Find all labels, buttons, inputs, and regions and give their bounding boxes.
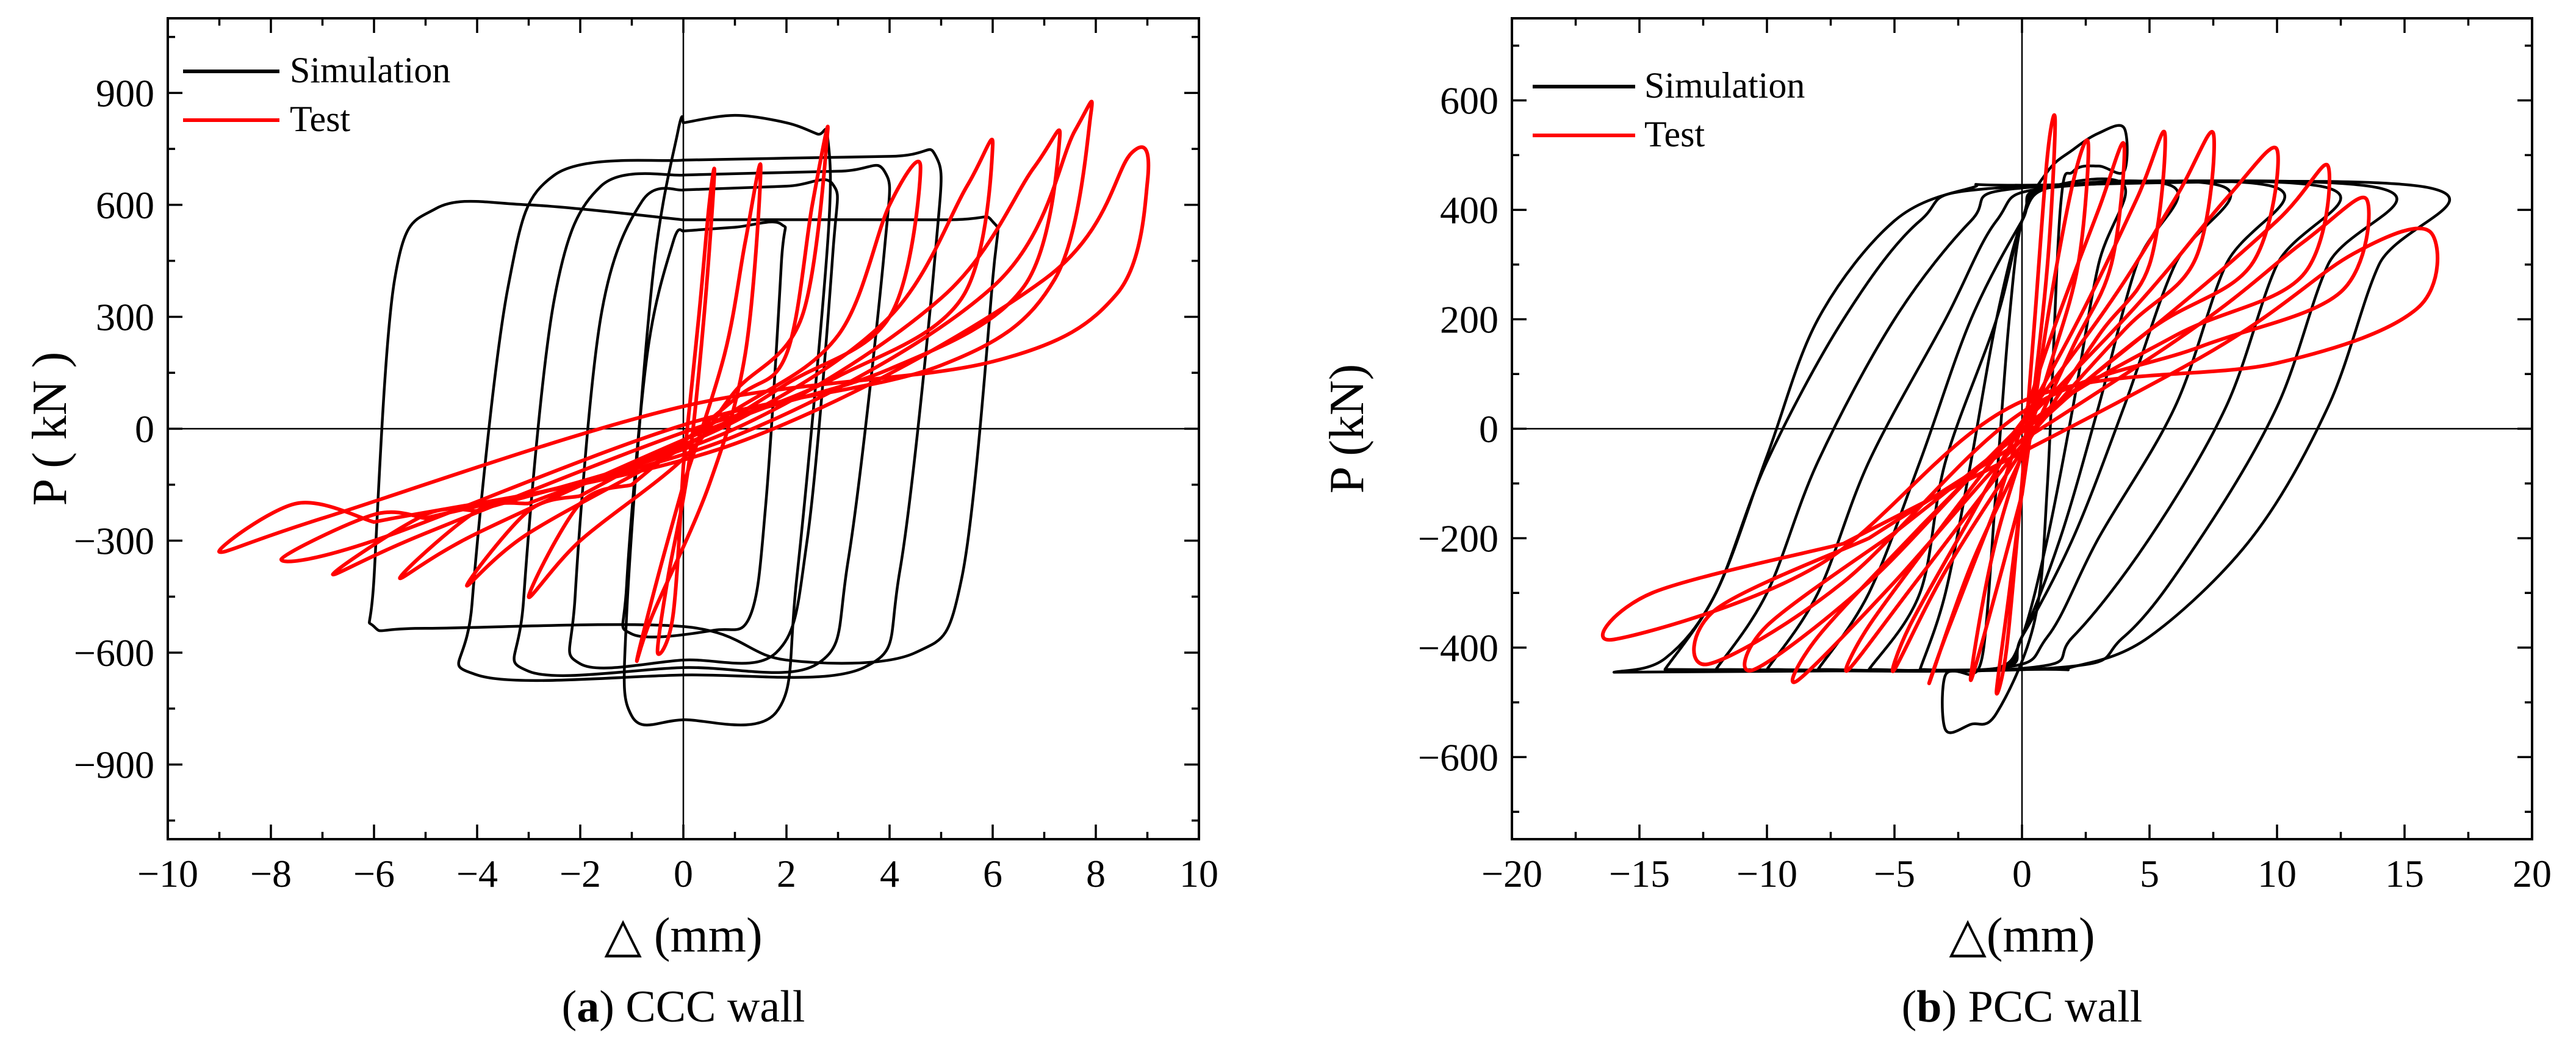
panel-a-ytick-label: 900 [96, 71, 154, 115]
panel-a-simulation-loop-4 [457, 148, 943, 682]
panel-b-caption-name: PCC wall [1968, 982, 2143, 1032]
panel-b-test-loop-4 [1890, 129, 2167, 673]
panel-b-xtick-label: −15 [1609, 852, 1670, 895]
panel-a-legend-label-simulation: Simulation [290, 50, 450, 90]
panel-b-ytick-label: −200 [1418, 517, 1498, 560]
panel-a-xtick-label: 10 [1179, 852, 1218, 895]
panel-a-ytick-label: −600 [74, 631, 154, 675]
panel-b-xtick-label: 20 [2513, 852, 2552, 895]
panel-a-ytick-label: 300 [96, 295, 154, 338]
panel-b-legend: Simulation Test [1533, 65, 1805, 154]
panel-a-ylabel: P ( kN ) [23, 352, 77, 506]
panel-a-caption-name: CCC wall [625, 982, 805, 1032]
panel-b-caption-tag: b [1916, 982, 1941, 1032]
panel-b-xtick-label: −20 [1481, 852, 1542, 895]
panel-a-test-loop-2 [635, 162, 763, 664]
panel-b-ytick-label: 600 [1440, 79, 1498, 123]
panel-a-legend-label-test: Test [290, 99, 350, 139]
panel-b-ylabel: P (kN) [1320, 364, 1374, 494]
panel-b-xtick-label: −5 [1874, 852, 1915, 895]
panel-a-ytick-label: −300 [74, 520, 154, 563]
panel-a-xtick-label: 8 [1086, 852, 1106, 895]
panel-a-test-loop-4 [465, 159, 923, 588]
panel-b-xtick-label: 15 [2385, 852, 2424, 895]
panel-a-test-loop-3 [527, 124, 830, 600]
panel-a-ytick-label: −900 [74, 743, 154, 787]
panel-b-xtick-label: 0 [2012, 852, 2032, 895]
panel-a-xtick-label: −4 [456, 852, 498, 895]
panel-a-xtick-label: −2 [559, 852, 601, 895]
panel-b-test-loop-1 [1995, 113, 2057, 696]
panel-a: −10 −8 −6 −4 −2 0 2 4 6 8 10 −900 −600 −300 0 300 600 900… [23, 17, 1218, 1032]
panel-b-ytick-label: 200 [1440, 298, 1498, 342]
panel-a-simulation-loop-1 [621, 220, 787, 639]
panel-a-plot [168, 18, 1199, 839]
panel-a-caption-tag: a [577, 982, 599, 1032]
panel-b-legend-label-simulation: Simulation [1644, 65, 1805, 106]
panel-b-xtick-label: 10 [2258, 852, 2297, 895]
panel-a-xtick-label: 2 [777, 852, 796, 895]
panel-b-legend-label-test: Test [1644, 114, 1705, 154]
panel-b-test-loop-9 [1600, 226, 2439, 642]
panel-a-xtick-label: −10 [137, 852, 198, 895]
panel-b-test-loop-8 [1692, 195, 2371, 667]
panel-b-series-simulation [1612, 124, 2451, 734]
panel-a-series-test [217, 99, 1151, 664]
panel-b-ytick-label: 0 [1479, 407, 1498, 451]
panel-b-test-loop-2 [1968, 138, 2090, 682]
panel-b-xtick-label: −10 [1736, 852, 1797, 895]
panel-b-series [1600, 113, 2451, 734]
panel-b-ytick-label: −600 [1418, 736, 1498, 779]
panel-b-ytick-label: 400 [1440, 188, 1498, 232]
panel-b-xlabel: △(mm) [1949, 909, 2095, 962]
panel-b-simulation-loop-8 [1941, 124, 2129, 734]
panel-b-xtick-label: 5 [2140, 852, 2159, 895]
panel-a-ytick-label: 0 [135, 407, 154, 451]
panel-b-test-loop-5 [1844, 130, 2216, 673]
panel-a-xtick-label: 6 [983, 852, 1002, 895]
panel-b-caption: (b) PCC wall [1902, 982, 2143, 1032]
panel-a-test-loop-5 [398, 138, 995, 581]
panel-a-xtick-label: −8 [250, 852, 292, 895]
panel-b-ticks: −20 −15 −10 −5 0 5 10 15 20 −600 −400 −200 0 200 400 60… [1418, 18, 2552, 895]
panel-a-series-simulation [368, 113, 999, 727]
panel-a-test-loop-1 [655, 166, 716, 656]
panel-a-series [217, 99, 1151, 727]
panel-a-caption: (a) CCC wall [562, 982, 805, 1032]
panel-a-xtick-label: 0 [674, 852, 693, 895]
panel-a-xtick-label: 4 [880, 852, 899, 895]
panel-b-simulation-loop-3 [1714, 179, 2342, 673]
panel-b-test-loop-3 [1927, 141, 2126, 685]
panel-a-simulation-loop-3 [513, 163, 891, 678]
panel-b-series-test [1600, 113, 2439, 696]
panel-a-xlabel: △ (mm) [604, 909, 762, 962]
panel-a-legend: Simulation Test [183, 50, 450, 139]
panel-a-zero-lines [168, 18, 1199, 839]
panel-b-test-loop-7 [1743, 163, 2331, 673]
panel-b-plot [1512, 18, 2532, 839]
panel-a-simulation-loop-5 [622, 113, 832, 727]
panel-a-xtick-label: −6 [353, 852, 395, 895]
panel-b: −20 −15 −10 −5 0 5 10 15 20 −600 −400 −200 0 200 400 60… [1320, 17, 2552, 1032]
panel-a-ticks: −10 −8 −6 −4 −2 0 2 4 6 8 10 −900 −600 −300 0 300 600 900 [74, 18, 1218, 895]
panel-a-ytick-label: 600 [96, 184, 154, 227]
panel-a-simulation-loop-2 [568, 178, 839, 670]
panel-b-ytick-label: −400 [1418, 626, 1498, 670]
panel-b-simulation-loop-2 [1663, 179, 2398, 673]
panel-a-test-loop-8 [217, 145, 1151, 554]
